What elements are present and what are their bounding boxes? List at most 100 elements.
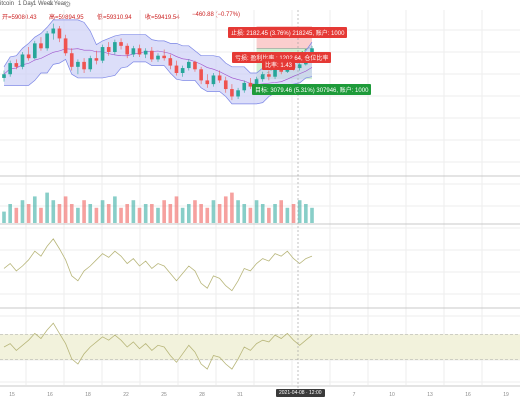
- volume-bar: [199, 204, 203, 223]
- candle-body: [14, 63, 19, 67]
- volume-bar: [20, 200, 25, 223]
- candle-body: [26, 54, 31, 59]
- x-tick-label: 16: [47, 392, 53, 398]
- volume-bar: [279, 200, 284, 223]
- candle-body: [180, 68, 185, 73]
- volume-bar: [297, 200, 302, 223]
- candle-body: [51, 28, 56, 34]
- interval-1d-tab[interactable]: 1 Day: [18, 1, 34, 7]
- volume-bar: [125, 204, 130, 223]
- candle-body: [57, 28, 62, 39]
- x-tick-label: 22: [123, 392, 129, 398]
- volume-bar: [223, 196, 228, 223]
- candle-body: [88, 58, 93, 70]
- volume-bar: [137, 207, 142, 223]
- candle-body: [76, 61, 80, 67]
- x-tick-label: 19: [503, 392, 509, 398]
- candle-body: [273, 69, 277, 77]
- candle-body: [94, 58, 99, 61]
- volume-bar: [267, 207, 271, 223]
- x-tick-label: 16: [465, 392, 471, 398]
- candle-body: [242, 82, 247, 91]
- candle-body: [162, 55, 166, 59]
- gear-icon[interactable]: ⚙: [64, 0, 72, 9]
- candle-body: [248, 82, 253, 87]
- candle-body: [100, 47, 105, 61]
- volume-bar: [63, 196, 68, 223]
- cursor-time-label: 2021-04-08 · 12:00: [276, 389, 325, 397]
- candle-body: [150, 50, 154, 60]
- interval-1w-tab[interactable]: 1 Week: [33, 1, 54, 7]
- candle-body: [156, 55, 160, 60]
- candle-body: [8, 63, 12, 75]
- symbol-tab[interactable]: itcoin: [0, 1, 15, 7]
- volume-bar: [45, 192, 49, 223]
- volume-bar: [217, 204, 222, 223]
- x-tick-label: 28: [199, 392, 205, 398]
- envelope-lower: [4, 58, 313, 105]
- oscillator-2-line: [3, 322, 313, 370]
- candle-body: [113, 42, 117, 52]
- volume-bar: [113, 196, 117, 223]
- volume-bar: [162, 200, 166, 223]
- ohlc-close: 收=59419.54: [145, 15, 180, 21]
- candle-body: [39, 43, 43, 49]
- candle-body: [2, 74, 6, 78]
- volume-bar: [150, 204, 154, 223]
- candle-body: [137, 48, 142, 55]
- candle-body: [174, 65, 179, 73]
- take-profit-label: 目标: 3079.46 (5.31%) 307946, 账户: 1000: [252, 84, 372, 95]
- candle-body: [20, 54, 25, 67]
- volume-bar: [285, 207, 290, 223]
- candle-body: [236, 90, 240, 97]
- volume-bar: [82, 200, 86, 223]
- x-tick-label: 25: [161, 392, 167, 398]
- interval-1y-tab[interactable]: 1 Year: [49, 1, 67, 7]
- volume-bar: [273, 204, 277, 223]
- volume-bar: [94, 207, 99, 223]
- volume-bar: [310, 207, 314, 223]
- volume-bar: [205, 207, 210, 223]
- volume-bar: [143, 204, 148, 223]
- candle-body: [125, 45, 130, 55]
- volume-bar: [88, 204, 93, 223]
- volume-bar: [76, 207, 80, 223]
- volume-bar: [236, 200, 240, 223]
- volume-bar: [254, 200, 259, 223]
- candle-body: [63, 38, 68, 54]
- ohlc-low: 低=59310.94: [97, 15, 132, 21]
- candle-body: [260, 74, 265, 80]
- volume-bar: [57, 204, 62, 223]
- volume-bar: [26, 204, 31, 223]
- volume-bar: [260, 204, 265, 223]
- x-tick-label: 10: [389, 392, 395, 398]
- candle-body: [223, 80, 228, 90]
- candle-body: [131, 48, 136, 55]
- volume-bar: [174, 196, 179, 223]
- candle-body: [32, 43, 37, 59]
- volume-bar: [168, 204, 173, 223]
- oscillator-1-line: [3, 238, 313, 292]
- candle-body: [199, 69, 203, 81]
- candle-body: [193, 61, 197, 70]
- oscillator-2-band: [0, 334, 520, 360]
- x-tick-label: 31: [237, 392, 243, 398]
- volume-bar: [2, 211, 6, 223]
- candle-body: [205, 80, 210, 85]
- volume-bar: [193, 200, 197, 223]
- volume-bar: [156, 207, 160, 223]
- candle-body: [119, 42, 123, 46]
- candle-body: [217, 75, 222, 81]
- volume-bar: [100, 200, 105, 223]
- volume-bar: [8, 204, 12, 223]
- candle-body: [143, 50, 148, 55]
- volume-bar: [39, 207, 43, 223]
- candle-body: [186, 61, 191, 69]
- volume-bar: [304, 204, 308, 223]
- volume-bar: [248, 207, 253, 223]
- candle-body: [45, 33, 49, 49]
- volume-bar: [230, 192, 234, 223]
- volume-bar: [242, 204, 247, 223]
- volume-bar: [186, 204, 191, 223]
- x-tick-label: 7: [353, 392, 356, 398]
